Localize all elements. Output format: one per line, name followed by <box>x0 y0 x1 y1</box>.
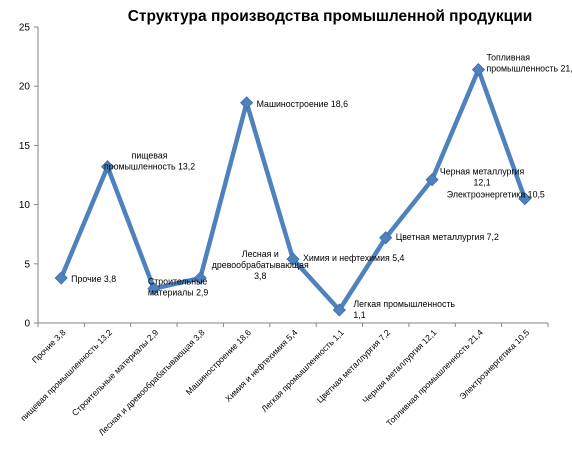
data-point-marker <box>332 303 346 317</box>
data-label: Строительные материалы 2,9 <box>148 277 209 298</box>
y-tick-label: 20 <box>19 82 31 93</box>
data-label-layer: Прочие 3,8 пищевая промышленность 13,2 Стро… <box>71 53 572 320</box>
data-point-marker <box>54 271 68 285</box>
x-tick-label: Строительные материалы 2,9 <box>70 327 161 418</box>
y-tick-label: 10 <box>19 200 31 211</box>
x-tick-label: Топливная промышленность 21,4 <box>384 327 485 428</box>
x-tick-label: Прочие 3,8 <box>30 327 68 365</box>
x-tick-label: пищевая промышленность 13,2 <box>18 327 114 423</box>
data-point-marker <box>240 96 254 110</box>
data-label: Цветная металлургия 7,2 <box>396 232 499 242</box>
x-tick-label: Легкая промышленность 1,1 <box>259 327 346 414</box>
series-layer <box>54 63 532 317</box>
data-label: Машиностроение 18,6 <box>257 99 348 109</box>
data-label: Черная металлургия 12,1 <box>440 167 525 188</box>
data-label: пищевая промышленность 13,2 <box>104 151 195 172</box>
chart-title: Структура производства промышленной прод… <box>128 8 533 25</box>
data-label: Топливная промышленность 21,4 <box>486 53 572 74</box>
data-label: Легкая промышленность 1,1 <box>353 299 455 320</box>
data-point-marker <box>518 192 532 206</box>
data-label: Электроэнергетика 10,5 <box>447 190 545 200</box>
data-point-marker <box>147 282 161 296</box>
y-tick-label: 5 <box>24 259 30 270</box>
data-point-marker <box>193 271 207 285</box>
data-point-marker <box>286 252 300 266</box>
y-tick-label: 25 <box>19 23 31 34</box>
y-axis: 0 5 10 15 20 25 <box>19 23 39 330</box>
data-point-marker <box>100 160 115 174</box>
data-label: Химия и нефтехимия 5,4 <box>303 253 405 263</box>
data-point-marker <box>425 173 439 187</box>
y-tick-label: 15 <box>19 141 31 152</box>
y-tick-label: 0 <box>24 319 30 330</box>
data-point-marker <box>471 63 486 77</box>
data-label: Лесная и древообрабатывающая 3,8 <box>212 249 309 281</box>
data-label: Прочие 3,8 <box>71 274 116 284</box>
data-point-marker <box>379 231 393 245</box>
